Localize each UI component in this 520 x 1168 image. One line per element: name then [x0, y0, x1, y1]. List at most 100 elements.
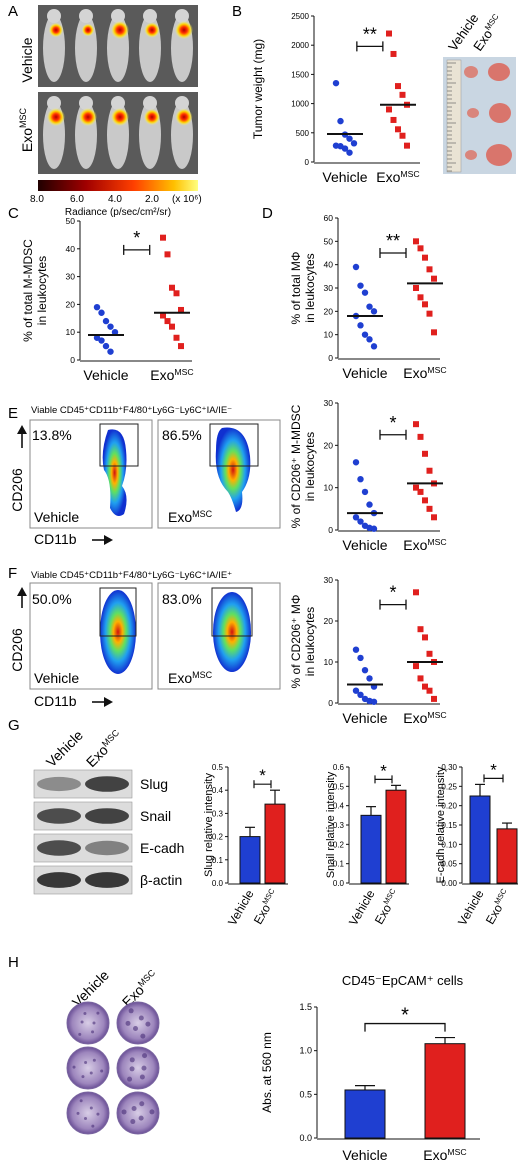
y-tick-label: 1000 [291, 100, 309, 109]
y-tick-label: 20 [324, 616, 334, 626]
data-point [399, 132, 406, 139]
y-tick-label: 20 [324, 306, 334, 316]
data-point [413, 663, 419, 670]
data-point [370, 525, 378, 532]
y-tick-label: 0.15 [441, 821, 457, 830]
wells-col-exo-sup: MSC [136, 967, 158, 989]
mouse-head [143, 9, 157, 23]
bar [264, 803, 286, 884]
colony [79, 1099, 83, 1103]
significance-marker: ** [363, 24, 377, 44]
y-axis-label-line: E-cadh relative intensity [435, 766, 447, 883]
flow-e-exo-pct: 86.5% [162, 427, 202, 443]
y-tick-label: 0.4 [333, 802, 345, 811]
panel-letter-c: C [8, 205, 19, 222]
data-point [357, 518, 364, 525]
colony [125, 1020, 131, 1026]
tumor-vehicle-2 [467, 108, 479, 118]
data-point [352, 263, 360, 271]
panel-letter-d: D [262, 205, 273, 222]
blot-band-label: β-actin [140, 872, 182, 888]
data-point [107, 348, 114, 355]
data-point [357, 654, 364, 662]
data-point [346, 135, 353, 142]
category-label: Vehicle [455, 887, 487, 928]
mouse-head [79, 96, 93, 110]
panel-e-flow: Viable CD45⁺CD11b⁺F4/80⁺Ly6G⁻Ly6C⁺IA/IE⁻… [9, 405, 281, 547]
category-label-main: Vehicle [225, 887, 257, 928]
flow-f-vehicle-pct: 50.0% [32, 591, 72, 607]
flow-e-exo-gate [209, 423, 259, 467]
flow-f-exo-label: ExoMSC [168, 670, 213, 686]
y-tick-label: 0.0 [299, 1133, 312, 1143]
flow-f-vehicle-gate [99, 587, 137, 637]
data-point [361, 667, 369, 674]
colony [138, 1015, 144, 1021]
y-tick-label: 0.3 [212, 809, 224, 818]
colony [92, 1058, 96, 1062]
blot-band-label: Snail [140, 808, 171, 824]
data-point [370, 308, 378, 315]
y-tick-label: 40 [324, 260, 334, 270]
data-point [413, 285, 419, 291]
data-point [357, 476, 364, 483]
data-point [337, 117, 344, 125]
category-label-main: Vehicle [342, 1147, 387, 1163]
data-point [431, 329, 437, 336]
blot-band [37, 808, 81, 824]
category-label-main: Exo [251, 902, 274, 927]
row-label-exo-main: Exo [19, 128, 35, 152]
category-label-main: Vehicle [342, 537, 387, 553]
tumor-signal [79, 108, 97, 126]
colony [140, 1033, 146, 1039]
data-point [370, 698, 378, 705]
colony [133, 1025, 139, 1031]
bar [239, 836, 261, 884]
tumor-vehicle-1 [464, 66, 478, 78]
y-tick-label: 0 [305, 158, 310, 167]
data-point [164, 318, 171, 325]
bar [424, 1043, 466, 1139]
data-point [426, 467, 433, 474]
y-tick-label: 20 [324, 440, 334, 450]
flow-f-vehicle-label: Vehicle [34, 670, 79, 686]
tumor-signal [47, 108, 65, 126]
blot-col-vehicle: Vehicle [43, 727, 86, 770]
category-label: ExoMSC [403, 710, 446, 726]
category-label-main: Vehicle [455, 887, 487, 928]
data-point [361, 331, 369, 338]
data-point [426, 266, 433, 273]
chart-h: 0.0 0.5 1.0 1.5 Abs. at 560 nm Vehicle ExoMSC *… [260, 973, 480, 1163]
blot-col-exo: ExoMSC [83, 727, 126, 770]
tumor-signal [111, 21, 129, 39]
tumor-signal [175, 108, 193, 126]
data-point [107, 323, 114, 330]
blot-band-label: Slug [140, 776, 168, 792]
well-grid [66, 1001, 160, 1135]
data-point [422, 301, 428, 308]
data-point [173, 290, 180, 297]
bar [496, 828, 518, 884]
data-point [98, 337, 105, 344]
data-point [390, 116, 397, 123]
y-tick-label: 50 [324, 236, 334, 246]
panel-g-western-blot: Vehicle ExoMSC Slug Snail E-cadh β-actin [33, 727, 184, 895]
data-point [173, 334, 180, 341]
flow-f-yarrowhead [17, 587, 27, 596]
y-axis-label: % of total MΦin leukocytes [289, 252, 317, 325]
bar [469, 795, 491, 884]
y-tick-label: 50 [66, 216, 76, 226]
data-point [111, 329, 119, 336]
y-tick-label: 0.25 [441, 782, 457, 791]
category-label-main: Exo [403, 537, 427, 553]
y-tick-label: 30 [324, 283, 334, 293]
mouse-head [79, 9, 93, 23]
y-tick-label: 0 [328, 525, 333, 535]
y-tick-label: 2000 [291, 41, 309, 50]
data-point [426, 650, 433, 657]
colony [142, 1053, 148, 1059]
significance-marker: * [490, 760, 497, 779]
tumor-exo-3 [486, 144, 512, 166]
colorbar-tick-6: 6.0 [70, 194, 84, 205]
